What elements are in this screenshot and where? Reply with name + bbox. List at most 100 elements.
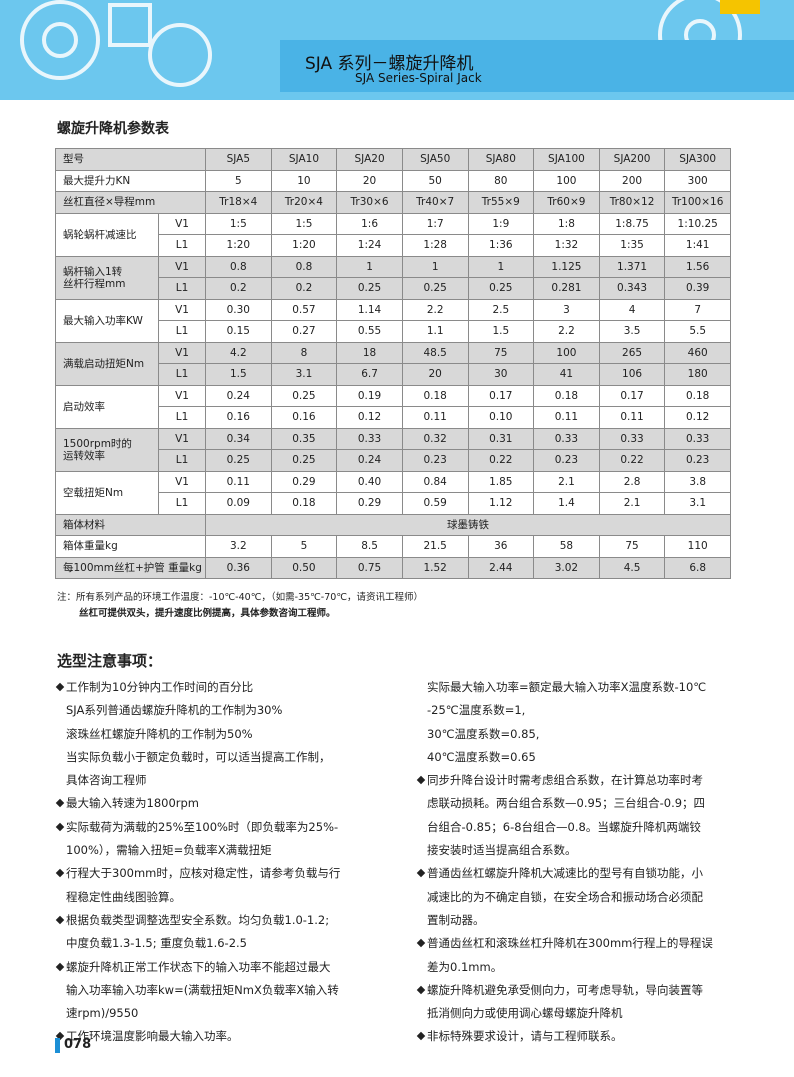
cell: 50 (401, 169, 469, 192)
cell: 0.75 (336, 556, 403, 579)
cell: 3.02 (533, 556, 600, 579)
cell: 6.8 (664, 556, 731, 579)
model-cell: SJA100 (533, 148, 600, 171)
label-line: 最大提升力KN (63, 174, 131, 187)
cell: Tr100×16 (664, 191, 731, 214)
table-row: 蜗杆输入1转 丝杆行程mm V1 0.8 0.8 1 1 1 1.125 1.371 1.56 (55, 255, 731, 300)
model-cell: SJA300 (664, 148, 731, 171)
cell: 1:6 (336, 212, 403, 235)
cell: 0.25 (270, 384, 338, 407)
table-row: 启动效率 V1 0.24 0.25 0.19 0.18 0.17 0.18 0.17 0.18 (55, 384, 731, 429)
cell: 75 (467, 341, 535, 364)
table-row: 1500rpm时的 运转效率 V1 0.34 0.35 0.33 0.32 0.31 0.33 0… (55, 427, 731, 472)
bullet (416, 1032, 426, 1041)
list-item: 螺旋升降机避免承受侧向力，可考虑导轨，导向装置等 抵消侧向力或使用调心螺母螺旋升降… (416, 979, 713, 1026)
table-row: 空载扭矩Nm V1 0.11 0.29 0.40 0.84 1.85 2.1 2.8 3.8 (55, 470, 731, 515)
list-item: 实际载荷为满载的25%至100%时（即负载率为25%- 100%），需输入扭矩=负… (55, 816, 340, 863)
item-line: 非标特殊要求设计，请与工程师联系。 (427, 1029, 623, 1044)
bullet (416, 939, 426, 948)
row-label: 满载启动扭矩Nm (55, 341, 159, 386)
model-cell: SJA5 (205, 148, 272, 171)
cell: 0.50 (270, 556, 338, 579)
header-row: 型号 SJA5 SJA10 SJA20 SJA50 SJA80 SJA100 SJA200 SJ… (55, 148, 731, 171)
cell: 0.33 (533, 427, 600, 450)
cell: 0.35 (270, 427, 338, 450)
cell: 1:28 (401, 234, 469, 257)
cell: 0.11 (205, 470, 272, 493)
cell: 5.5 (664, 320, 731, 343)
item-line: 40℃温度系数=0.65 (427, 749, 536, 764)
cell: 0.33 (336, 427, 403, 450)
item-line: 100%），需输入扭矩=负载率X满载扭矩 (66, 843, 272, 858)
table-row: 蜗轮蜗杆减速比 V1 1:5 1:5 1:6 1:7 1:9 1:8 1:8.75 1:10.25 (55, 212, 731, 257)
cell: 0.22 (598, 449, 666, 472)
bullet (55, 962, 65, 971)
cell: 0.18 (270, 492, 338, 515)
list-item: 同步升降台设计时需考虑组合系数，在计算总功率时考 虑联动损耗。两台组合系数—0.9… (416, 769, 713, 862)
cell: 0.36 (205, 556, 272, 579)
merged-cell: 球墨铸铁 (205, 513, 731, 536)
cell: 75 (598, 535, 666, 558)
model-cell: SJA10 (270, 148, 338, 171)
item-line: 实际载荷为满载的25%至100%时（即负载率为25%- (66, 819, 339, 834)
cell: 1:7 (401, 212, 469, 235)
cell: 1.125 (533, 255, 600, 278)
cell: 1:9 (467, 212, 535, 235)
cell: Tr30×6 (336, 191, 403, 214)
cell: 0.18 (664, 384, 731, 407)
label-line: 蜗轮蜗杆减速比 (63, 228, 137, 241)
sub-label: L1 (158, 320, 206, 343)
item-line: 置制动器。 (427, 912, 485, 927)
item-line: 实际最大输入功率=额定最大输入功率X温度系数-10℃ (427, 680, 707, 694)
cell: 0.57 (270, 298, 338, 321)
table-row: 丝杠直径×导程mm Tr18×4 Tr20×4 Tr30×6 Tr40×7 Tr55×9 T… (55, 191, 731, 214)
cell: 41 (533, 363, 600, 386)
cell: 0.11 (533, 406, 600, 429)
page-number-bar (55, 1038, 60, 1053)
cell: 1:10.25 (664, 212, 731, 235)
table-row: 满载启动扭矩Nm V1 4.2 8 18 48.5 75 100 265 460 (55, 341, 731, 386)
notes: 注：所有系列产品的环境工作温度：-10℃-40℃，（如需-35℃-70℃，请资讯… (57, 590, 423, 622)
bullet (55, 915, 65, 925)
row-label: 蜗杆输入1转 丝杆行程mm (55, 255, 159, 300)
table-row: 最大输入功率KW V1 0.30 0.57 1.14 2.2 2.5 3 4 7 (55, 298, 731, 343)
cell: 0.25 (336, 277, 403, 300)
cell: 1:8.75 (598, 212, 666, 235)
cell: 3.5 (598, 320, 666, 343)
cell: 48.5 (401, 341, 469, 364)
label-line: 最大输入功率KW (63, 314, 143, 327)
cell: 2.8 (598, 470, 666, 493)
item-line: 螺旋升降机避免承受侧向力，可考虑导轨，导向装置等 (427, 982, 703, 997)
cell: Tr60×9 (533, 191, 600, 214)
cell: 6.7 (336, 363, 403, 386)
cell: 0.15 (205, 320, 272, 343)
cell: 200 (598, 169, 666, 192)
cell: 0.23 (664, 449, 731, 472)
cell: 0.23 (401, 449, 469, 472)
note-line: 注：所有系列产品的环境工作温度：-10℃-40℃，（如需-35℃-70℃，请资讯… (57, 592, 423, 603)
cell: 0.39 (664, 277, 731, 300)
bullet (55, 682, 65, 692)
page-title: SJA 系列－螺旋升降机 (305, 54, 474, 74)
label-line: 箱体重量kg (63, 540, 118, 553)
cell: 0.25 (467, 277, 535, 300)
cell: 5 (205, 169, 272, 192)
cell: 106 (598, 363, 666, 386)
cell: 5 (270, 535, 338, 558)
cell: 0.10 (467, 406, 535, 429)
cell: 460 (664, 341, 731, 364)
label-line: 丝杆行程mm (63, 277, 126, 290)
bullet (416, 775, 426, 785)
cell: 1:8 (533, 212, 600, 235)
cell: 0.2 (270, 277, 338, 300)
item-line: 接安装时适当提高组合系数。 (427, 843, 577, 858)
item-line: 根据负载类型调整选型安全系数。均匀负载1.0-1.2; (66, 912, 330, 927)
cell: 3.2 (205, 535, 272, 558)
cell: 7 (664, 298, 731, 321)
right-column: 实际最大输入功率=额定最大输入功率X温度系数-10℃ -25℃温度系数=1, 30℃… (416, 676, 713, 1049)
cell: Tr80×12 (598, 191, 666, 214)
list-item: 最大输入转速为1800rpm (55, 792, 340, 815)
spec-table: 型号 SJA5 SJA10 SJA20 SJA50 SJA80 SJA100 SJA200 SJ… (55, 148, 731, 579)
cell: 0.11 (598, 406, 666, 429)
